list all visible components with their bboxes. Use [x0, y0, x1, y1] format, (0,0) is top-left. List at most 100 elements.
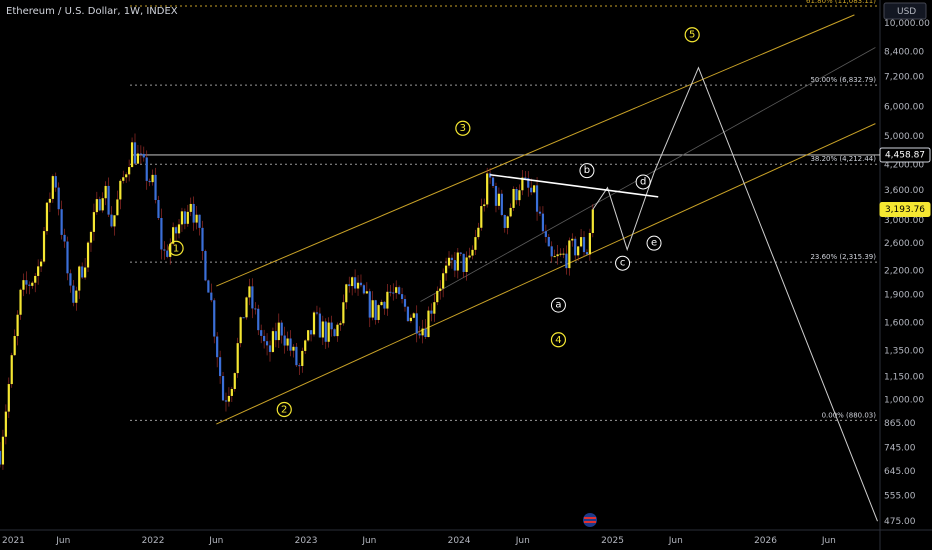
price-tick-7: 1,350.00: [884, 346, 924, 356]
candle-body-11: [31, 282, 34, 286]
price-tick-8: 1,600.00: [884, 319, 924, 329]
candle-body-177: [518, 190, 521, 201]
channel-upper-line: [216, 14, 855, 287]
candle-body-72: [210, 292, 213, 301]
candle-body-73: [213, 300, 216, 337]
fibonacci-levels: 61.80% (11,083.11) 50.00% (6,832.79) 38.20…: [130, 0, 880, 421]
candle-body-103: [301, 350, 304, 366]
time-tick-11: Jun: [821, 536, 836, 546]
parallel-channel: [131, 14, 880, 425]
candle-body-186: [544, 231, 547, 237]
candle-body-80: [233, 373, 236, 389]
candle-body-168: [491, 177, 495, 186]
candle-body-179: [524, 177, 527, 179]
candle-body-127: [371, 300, 374, 318]
candle-body-134: [392, 292, 395, 294]
candle-body-141: [412, 313, 415, 318]
candle-body-52: [151, 174, 154, 183]
candle-body-50: [145, 157, 148, 181]
price-tick-14: 4,200.00: [884, 161, 924, 171]
candle-body-128: [374, 300, 377, 320]
candle-body-116: [339, 323, 342, 325]
candle-body-0: [0, 450, 2, 465]
candle-body-183: [535, 185, 539, 212]
candle-body-33: [95, 199, 98, 213]
price-tick-11: 2,600.00: [884, 239, 924, 249]
price-axis[interactable]: 475.00 555.00 645.00 745.00 865.00 1,000.00 1,…: [879, 0, 930, 550]
candle-body-113: [330, 322, 333, 330]
candle-body-195: [571, 238, 574, 241]
candle-body-109: [318, 313, 321, 338]
candle-body-130: [380, 301, 383, 306]
candle-body-139: [406, 306, 410, 322]
wave-circle-1: [168, 240, 184, 256]
candle-body-191: [559, 253, 562, 255]
candle-body-119: [348, 284, 351, 287]
candle-body-76: [221, 376, 225, 401]
candle-body-56: [163, 249, 166, 251]
price-tick-6: 1,150.00: [884, 373, 924, 383]
candle-body-89: [260, 330, 263, 336]
candle-body-182: [533, 185, 536, 193]
candle-body-6: [16, 314, 19, 337]
time-tick-8: 2025: [601, 536, 624, 546]
candle-body-70: [204, 251, 207, 281]
candle-body-114: [333, 329, 336, 337]
fib-label-2: 38.20% (4,212.44): [810, 155, 876, 163]
candle-body-29: [84, 267, 87, 278]
price-tick-9: 1,900.00: [884, 290, 924, 300]
candle-body-149: [436, 290, 439, 303]
candle-body-135: [395, 287, 398, 293]
fib-label-4: 0.00% (880.03): [822, 411, 877, 419]
candle-body-176: [515, 188, 518, 201]
candle-body-15: [42, 231, 46, 262]
candle-body-152: [444, 265, 448, 274]
time-tick-10: 2026: [754, 536, 777, 546]
candle-body-124: [362, 285, 366, 294]
candle-body-83: [242, 317, 245, 319]
candle-body-143: [418, 333, 421, 336]
time-tick-0: 2021: [2, 536, 25, 546]
projection-path: [489, 66, 878, 522]
candle-body-175: [512, 188, 515, 208]
candle-body-34: [98, 199, 101, 211]
candle-body-25: [72, 285, 75, 303]
candle-body-104: [304, 340, 307, 351]
candle-body-36: [104, 185, 107, 199]
candle-body-30: [86, 242, 90, 268]
time-axis[interactable]: 2021 Jun 2022 Jun 2023 Jun 2024 Jun 2025 Jun 2026 J…: [0, 529, 932, 546]
candle-body-196: [574, 238, 577, 256]
price-markers: 4,458.87 3,193.76: [879, 147, 931, 218]
subwave-label-a: a: [555, 300, 561, 311]
price-marker-label-0: 4,458.87: [885, 150, 925, 160]
candle-body-159: [465, 257, 468, 272]
time-tick-2: 2022: [142, 536, 165, 546]
fib-label-3: 23.60% (2,315.39): [810, 253, 876, 261]
candle-body-166: [486, 173, 489, 205]
candle-body-178: [521, 177, 524, 191]
wave-label-1: 1: [173, 243, 179, 254]
candle-body-164: [480, 206, 483, 228]
candle-body-7: [19, 289, 22, 315]
candle-body-75: [219, 357, 222, 377]
candle-body-54: [157, 200, 160, 219]
candle-body-138: [403, 299, 407, 307]
time-tick-1: Jun: [55, 536, 70, 546]
flag-icon[interactable]: [583, 513, 597, 527]
candle-body-21: [60, 209, 63, 235]
price-tick-19: 10,000.00: [884, 19, 930, 29]
price-tick-3: 745.00: [884, 444, 916, 454]
subwave-circle-e: [646, 235, 662, 251]
candle-body-185: [541, 213, 545, 232]
wave-circle-4: [550, 332, 567, 348]
candle-body-122: [356, 282, 360, 289]
time-tick-6: 2024: [448, 536, 471, 546]
candle-body-120: [351, 277, 354, 287]
candle-body-38: [110, 214, 113, 227]
fib-label-0: 61.80% (11,083.11): [806, 0, 876, 5]
candle-body-192: [562, 253, 565, 255]
currency-label: USD: [897, 7, 916, 17]
candle-body-28: [81, 266, 84, 278]
currency-badge[interactable]: USD: [883, 2, 927, 20]
